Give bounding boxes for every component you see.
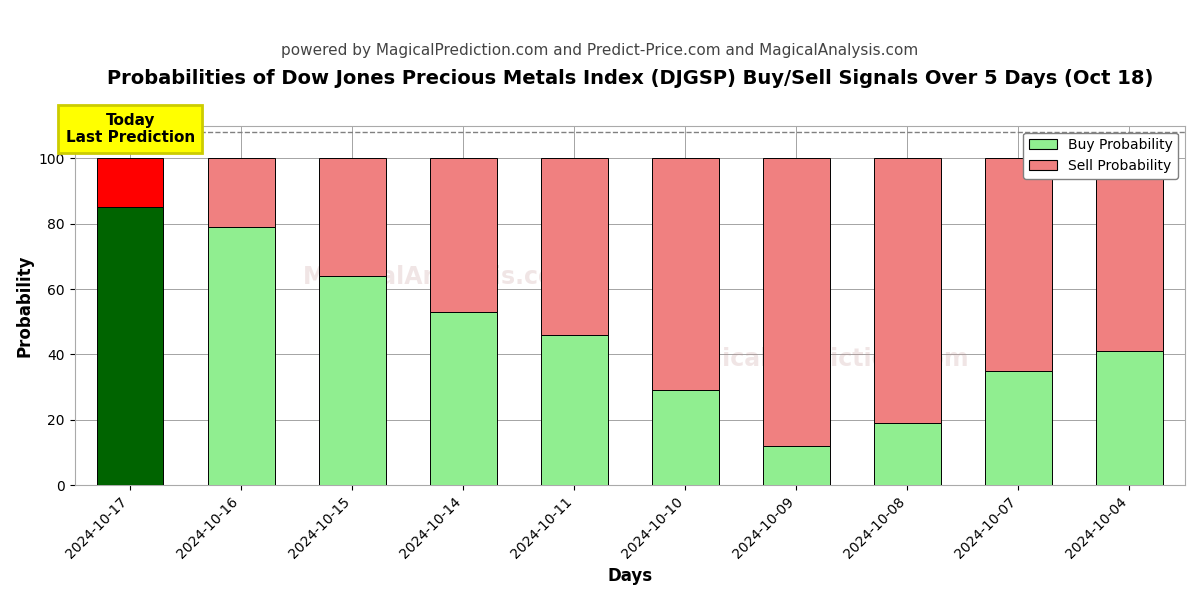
- Bar: [985, 158, 1051, 371]
- Bar: [97, 158, 163, 208]
- Bar: [208, 227, 275, 485]
- Bar: [652, 158, 719, 391]
- Text: MagicalAnalysis.com: MagicalAnalysis.com: [302, 265, 580, 289]
- Bar: [985, 371, 1051, 485]
- Bar: [874, 158, 941, 423]
- Text: Today
Last Prediction: Today Last Prediction: [66, 113, 194, 145]
- Bar: [430, 312, 497, 485]
- Bar: [541, 335, 607, 485]
- Title: Probabilities of Dow Jones Precious Metals Index (DJGSP) Buy/Sell Signals Over 5: Probabilities of Dow Jones Precious Meta…: [107, 69, 1153, 88]
- Y-axis label: Probability: Probability: [16, 254, 34, 356]
- X-axis label: Days: Days: [607, 567, 653, 585]
- Bar: [1096, 351, 1163, 485]
- Bar: [763, 158, 829, 446]
- Bar: [541, 158, 607, 335]
- Bar: [208, 158, 275, 227]
- Bar: [652, 391, 719, 485]
- Bar: [319, 158, 385, 276]
- Text: powered by MagicalPrediction.com and Predict-Price.com and MagicalAnalysis.com: powered by MagicalPrediction.com and Pre…: [281, 43, 919, 58]
- Bar: [319, 276, 385, 485]
- Text: MagicalPrediction.com: MagicalPrediction.com: [667, 347, 970, 371]
- Bar: [1096, 158, 1163, 351]
- Bar: [763, 446, 829, 485]
- Bar: [874, 423, 941, 485]
- Bar: [97, 208, 163, 485]
- Legend: Buy Probability, Sell Probability: Buy Probability, Sell Probability: [1024, 133, 1178, 179]
- Bar: [430, 158, 497, 312]
